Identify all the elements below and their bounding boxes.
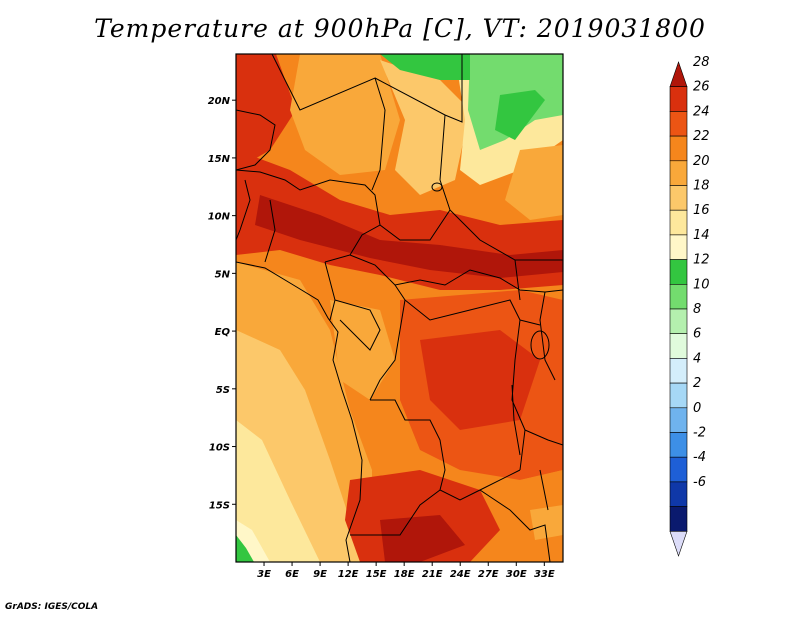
lake-victoria [530,330,550,360]
colorbar-segment [669,358,688,384]
field-gabon-20 [330,300,395,400]
lat-tick-label: 15N [208,154,231,165]
lon-tick-label: 27E [478,569,499,580]
field-atlantic-14 [236,535,254,562]
colorbar-label: -2 [693,426,706,441]
field-sahara-20 [290,54,400,175]
colorbar-segment [669,432,688,458]
field-north-14 [380,54,470,80]
colorbar-label: 22 [693,129,710,144]
lat-tick-label: 20N [208,96,231,107]
lat-tick-label: 5N [215,269,231,280]
map-frame [235,53,564,563]
lon-tick-label: 18E [394,569,415,580]
lon-tick-label: 15E [366,569,387,580]
colorbar-bottom-arrow [669,530,688,557]
lon-tick-label: 12E [338,569,359,580]
field-moz-20 [530,505,563,540]
colorbar-label: 4 [693,351,701,366]
field-horn-20 [505,145,563,220]
colorbar-top-arrow [669,61,688,87]
colorbar-label: -4 [693,450,706,465]
lat-tick-label: 15S [209,500,230,511]
lake-tanganyika [511,384,521,456]
colorbar-segment [669,135,688,162]
colorbar-segment [669,308,688,335]
field-sahel-28 [255,195,563,278]
lon-tick-label: 9E [313,569,327,580]
colorbar-label: 2 [693,376,701,391]
colorbar-label: 26 [693,80,710,95]
latitude-labels: 20N 15N 10N 5N EQ 5S 10S 15S [208,96,236,511]
colorbar-segment [669,185,688,211]
colorbar-segment [669,160,688,186]
colorbar-segment [669,86,688,112]
colorbar-label: 14 [693,228,710,243]
colorbar-label: 6 [693,327,701,342]
colorbar-segment [669,382,688,409]
lon-tick-label: 30E [506,569,527,580]
lat-tick-label: EQ [215,327,231,338]
colorbar-segment [669,506,688,532]
lat-tick-label: 10N [208,212,231,223]
field-sahara-18 [380,60,470,195]
colorbar-label: -6 [693,475,706,490]
plot-title: Temperature at 900hPa [C], VT: 201903180… [94,14,706,43]
colorbar-segment [669,234,688,260]
colorbar-segment [669,456,688,483]
lakes [431,182,550,511]
colorbar-segment [669,209,688,236]
temperature-field [236,54,563,562]
colorbar-label: 24 [693,104,710,119]
lon-tick-label: 3E [257,569,271,580]
field-congo-26 [420,330,540,430]
colorbar-label: 0 [693,401,701,416]
lat-tick-label: 5S [216,385,230,396]
longitude-labels: 3E 6E 9E 12E 15E 18E 21E 24E 27E 30E 33E [257,562,555,580]
lon-tick-label: 6E [285,569,299,580]
colorbar-segment [669,333,688,359]
lon-tick-label: 24E [450,569,471,580]
colorbar-segment [669,481,688,507]
field-atlantic-16 [236,420,320,562]
colorbar-segment [669,259,688,285]
field-nefar-12 [475,54,563,95]
colorbar-label: 10 [693,277,710,292]
lake-chad [431,182,443,192]
lon-tick-label: 33E [534,569,555,580]
colorbar-label: 20 [693,154,710,169]
footer-credit: GrADS: IGES/COLA [5,602,99,612]
colorbar-label: 8 [693,302,701,317]
colorbar-label: 16 [693,203,710,218]
field-south-28 [380,515,465,562]
country-borders [236,54,563,562]
lon-tick-label: 21E [422,569,443,580]
lake-malawi [539,469,549,511]
colorbar-label: 18 [693,179,710,194]
lat-tick-label: 10S [209,443,230,454]
colorbar-label: 12 [693,253,710,268]
colorbar-segment [669,111,688,137]
colorbar-segment [669,407,688,433]
colorbar-label: 28 [693,55,710,70]
colorbar-segment [669,283,688,310]
field-westcoast-26 [236,54,296,170]
field-ne-14 [495,90,545,140]
